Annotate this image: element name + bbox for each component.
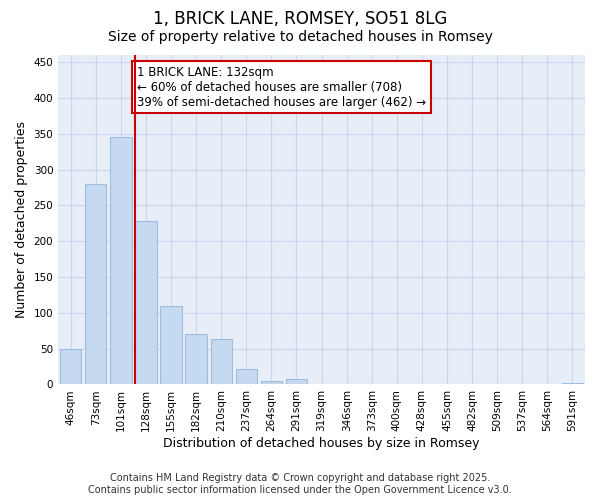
Bar <box>60 348 82 384</box>
Bar <box>185 334 207 384</box>
Bar <box>261 381 282 384</box>
Bar <box>110 138 131 384</box>
Bar <box>160 306 182 384</box>
Bar <box>236 368 257 384</box>
Bar <box>211 340 232 384</box>
Text: Contains HM Land Registry data © Crown copyright and database right 2025.
Contai: Contains HM Land Registry data © Crown c… <box>88 474 512 495</box>
Bar <box>286 380 307 384</box>
Text: Size of property relative to detached houses in Romsey: Size of property relative to detached ho… <box>107 30 493 44</box>
Bar <box>85 184 106 384</box>
Bar <box>562 383 583 384</box>
Y-axis label: Number of detached properties: Number of detached properties <box>15 121 28 318</box>
X-axis label: Distribution of detached houses by size in Romsey: Distribution of detached houses by size … <box>163 437 480 450</box>
Bar <box>136 221 157 384</box>
Text: 1, BRICK LANE, ROMSEY, SO51 8LG: 1, BRICK LANE, ROMSEY, SO51 8LG <box>153 10 447 28</box>
Text: 1 BRICK LANE: 132sqm
← 60% of detached houses are smaller (708)
39% of semi-deta: 1 BRICK LANE: 132sqm ← 60% of detached h… <box>137 66 427 108</box>
